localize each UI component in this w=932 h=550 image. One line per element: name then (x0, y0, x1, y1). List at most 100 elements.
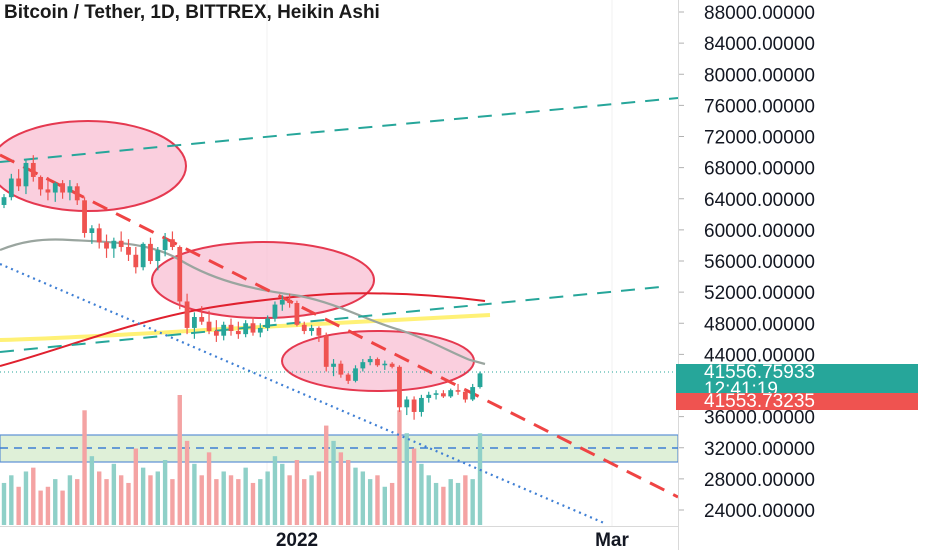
candle-body (60, 183, 65, 193)
volume-bar (170, 479, 175, 525)
volume-bar (89, 456, 95, 525)
volume-bar (360, 471, 366, 525)
price-axis-label: 56000.00000 (704, 252, 815, 273)
candle-body (462, 391, 468, 400)
volume-bar (345, 460, 351, 525)
blue-dotted-trendline[interactable] (0, 262, 605, 525)
volume-bar (23, 471, 29, 525)
volume-bar (353, 467, 358, 525)
candle-body (367, 359, 373, 363)
volume-bar (228, 475, 234, 525)
chart-pane[interactable] (0, 0, 678, 526)
volume-bar (45, 486, 51, 525)
price-axis-label: 80000.00000 (704, 65, 815, 86)
volume-bar (316, 471, 322, 525)
candle-body (192, 317, 197, 328)
candle-body (338, 363, 344, 375)
time-axis-label-2022: 2022 (276, 530, 318, 550)
price-axis-label: 60000.00000 (704, 221, 815, 242)
candle-body (177, 246, 183, 302)
candle-body (265, 318, 271, 328)
candle-body (309, 327, 314, 332)
second-price-value: 41553.73235 (704, 391, 815, 412)
volume-bar (455, 482, 461, 525)
candle-body (228, 324, 234, 332)
volume-bar (16, 486, 21, 525)
volume-bar (192, 463, 197, 525)
candle-body (8, 178, 14, 198)
teal-dashed-trendline-upper[interactable] (0, 97, 678, 163)
volume-bar (148, 475, 153, 525)
volume-bar (426, 475, 431, 525)
candle-body (206, 321, 212, 332)
price-axis[interactable]: 88000.00000 84000.00000 80000.00000 76000.0… (679, 3, 815, 522)
volume-bar (236, 479, 241, 525)
candle-body (133, 254, 139, 268)
price-axis-label: 84000.00000 (704, 34, 815, 55)
teal-dashed-trendline-lower[interactable] (0, 286, 661, 353)
candle-body (184, 301, 190, 328)
price-axis-label: 28000.00000 (704, 470, 815, 491)
volume-bar (133, 448, 139, 525)
volume-bar (206, 452, 212, 525)
candle-body (67, 186, 73, 193)
volume-bar (126, 482, 131, 525)
red-dashed-trendline[interactable] (0, 153, 678, 499)
candle-body (404, 399, 410, 408)
volume-bar (280, 463, 285, 525)
red-moving-average[interactable] (0, 292, 486, 367)
volume-bar (367, 479, 373, 525)
volume-bar (397, 410, 402, 525)
volume-bar (441, 486, 446, 525)
candle-body (316, 327, 322, 336)
candle-body (155, 250, 161, 261)
highlight-ellipse-2[interactable] (151, 241, 375, 319)
candle-body (170, 239, 175, 247)
candle-body (389, 363, 395, 367)
volume-bar (53, 479, 58, 525)
price-axis-label: 36000.00000 (704, 408, 815, 429)
volume-bar (419, 463, 424, 525)
candle-body (243, 323, 249, 335)
gray-moving-average[interactable] (0, 238, 486, 366)
candle-body (162, 239, 168, 251)
candle-body (323, 335, 329, 367)
volume-bar (162, 460, 168, 525)
volume-bar (287, 475, 292, 525)
volume-bar (477, 433, 483, 525)
candle-body (118, 240, 124, 247)
volume-bar (272, 456, 278, 525)
candle-body (331, 363, 336, 367)
candle-body (126, 246, 131, 255)
candle-body (433, 393, 439, 395)
highlight-ellipse-1[interactable] (0, 120, 187, 212)
candle-body (426, 394, 432, 398)
volume-bar (470, 479, 475, 525)
second-price-tag[interactable]: 41553.73235 (676, 391, 918, 412)
volume-bar (67, 475, 73, 525)
volume-bar (404, 433, 409, 525)
volume-bar (250, 482, 256, 525)
candle-body (221, 324, 227, 336)
candle-body (375, 359, 380, 366)
last-price-value: 41556.75933 (704, 362, 815, 383)
candle-body (96, 228, 102, 243)
candle-body (199, 317, 205, 322)
candle-body (353, 368, 358, 381)
volume-bar (258, 479, 263, 525)
price-axis-label: 68000.00000 (704, 159, 815, 180)
price-axis-label: 44000.00000 (704, 345, 815, 366)
price-axis-label: 24000.00000 (704, 501, 815, 522)
volume-bar (214, 479, 219, 525)
volume-bar (75, 479, 80, 525)
candle-body (448, 390, 454, 397)
chart-title: Bitcoin / Tether, 1D, BITTREX, Heikin As… (4, 2, 380, 23)
volume-bar (118, 475, 124, 525)
candle-body (111, 240, 117, 249)
volume-bar (324, 425, 329, 525)
candle-body (411, 399, 417, 412)
candle-body (52, 183, 58, 193)
yellow-moving-average[interactable] (0, 313, 491, 342)
